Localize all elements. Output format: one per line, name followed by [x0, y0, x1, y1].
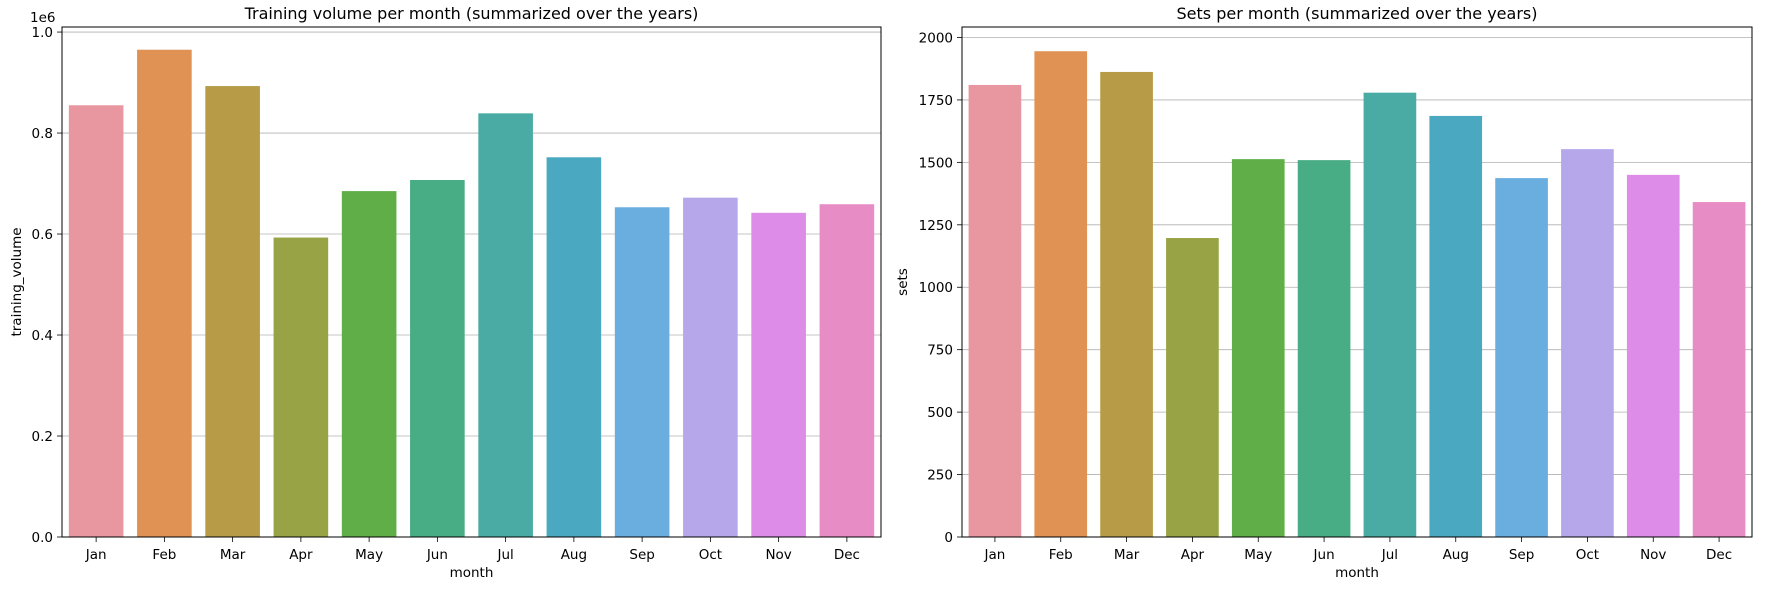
y-tick-label: 500: [927, 405, 953, 421]
y-axis-ticks: 0 250 500 750 1000 1250 1500 1750 2000: [919, 30, 962, 546]
bar-jan: [68, 105, 124, 537]
x-axis-ticks: Jan Feb Mar Apr May Jun Jul Aug Sep Oct Nov Dec: [85, 537, 860, 563]
bar-feb: [137, 49, 192, 537]
bar-aug: [546, 157, 602, 537]
training-volume-chart: Training volume per month (summarized ov…: [9, 4, 882, 581]
x-tick-label: Dec: [1706, 547, 1732, 563]
x-tick-label: Jul: [496, 547, 513, 563]
x-tick-label: Apr: [1181, 547, 1205, 563]
x-tick-label: May: [355, 547, 383, 563]
y-axis-offset-label: 1e6: [30, 10, 55, 26]
y-tick-label: 2000: [919, 30, 953, 46]
y-tick-label: 0.2: [32, 429, 53, 445]
x-tick-label: Jul: [1381, 547, 1398, 563]
chart-title: Training volume per month (summarized ov…: [244, 4, 699, 23]
x-tick-label: Feb: [1049, 547, 1073, 563]
x-tick-label: Sep: [629, 547, 654, 563]
y-axis-label: sets: [895, 268, 911, 296]
bar-mar: [205, 86, 260, 537]
bar-may: [341, 191, 397, 537]
y-axis-label: training_volume: [9, 227, 25, 336]
plot-frame: [61, 26, 882, 538]
y-tick-label: 250: [927, 468, 953, 484]
bar-nov: [751, 212, 806, 537]
y-tick-label: 1250: [919, 218, 953, 234]
bar-may: [1231, 159, 1285, 537]
bar-mar: [1100, 71, 1153, 537]
bars: [968, 51, 1746, 538]
y-tick-label: 1500: [919, 155, 953, 171]
x-tick-label: Mar: [220, 547, 246, 563]
x-tick-label: Nov: [1640, 547, 1666, 563]
bars: [68, 49, 875, 538]
bar-sep: [1495, 178, 1548, 537]
x-tick-label: Jun: [426, 547, 448, 563]
x-tick-label: Jan: [984, 547, 1006, 563]
x-tick-label: Feb: [152, 547, 176, 563]
bar-jul: [478, 113, 533, 538]
bar-dec: [1692, 202, 1746, 537]
x-tick-label: Sep: [1509, 547, 1534, 563]
bar-sep: [614, 207, 670, 537]
x-tick-label: Apr: [289, 547, 313, 563]
x-axis-label: month: [450, 565, 494, 581]
bar-aug: [1429, 115, 1483, 537]
x-axis-label: month: [1335, 565, 1379, 581]
x-tick-label: Oct: [699, 547, 722, 563]
x-tick-label: May: [1244, 547, 1272, 563]
y-tick-label: 1.0: [32, 25, 53, 41]
x-tick-label: Jun: [1313, 547, 1335, 563]
plot-frame: [961, 26, 1753, 538]
chart-title: Sets per month (summarized over the year…: [1177, 4, 1538, 23]
x-tick-label: Mar: [1114, 547, 1140, 563]
bar-jan: [968, 84, 1022, 538]
bar-oct: [683, 197, 738, 537]
bar-dec: [819, 204, 875, 538]
bar-feb: [1034, 51, 1088, 537]
x-tick-label: Aug: [561, 547, 587, 563]
x-tick-label: Jan: [85, 547, 107, 563]
y-gridlines: [962, 37, 1752, 475]
y-tick-label: 750: [927, 343, 953, 359]
y-tick-label: 0.6: [32, 227, 53, 243]
y-tick-label: 0: [944, 530, 953, 546]
y-tick-label: 1750: [919, 93, 953, 109]
sets-chart: Sets per month (summarized over the year…: [895, 4, 1753, 581]
bar-jun: [410, 180, 465, 537]
y-tick-label: 0.4: [32, 328, 53, 344]
bar-jul: [1363, 92, 1417, 537]
x-tick-label: Aug: [1443, 547, 1469, 563]
bar-oct: [1561, 149, 1614, 538]
x-tick-label: Oct: [1576, 547, 1599, 563]
y-tick-label: 0.8: [32, 126, 53, 142]
bar-jun: [1297, 160, 1351, 537]
y-axis-ticks: 0.0 0.2 0.4 0.6 0.8 1.0: [32, 25, 62, 546]
bar-apr: [1166, 238, 1219, 537]
x-tick-label: Nov: [765, 547, 791, 563]
y-gridlines: [62, 31, 881, 437]
x-tick-label: Dec: [834, 547, 860, 563]
y-tick-label: 0.0: [32, 530, 53, 546]
y-tick-label: 1000: [919, 280, 953, 296]
bar-nov: [1626, 174, 1680, 537]
x-axis-ticks: Jan Feb Mar Apr May Jun Jul Aug Sep Oct Nov Dec: [984, 537, 1732, 563]
bar-apr: [273, 237, 329, 537]
